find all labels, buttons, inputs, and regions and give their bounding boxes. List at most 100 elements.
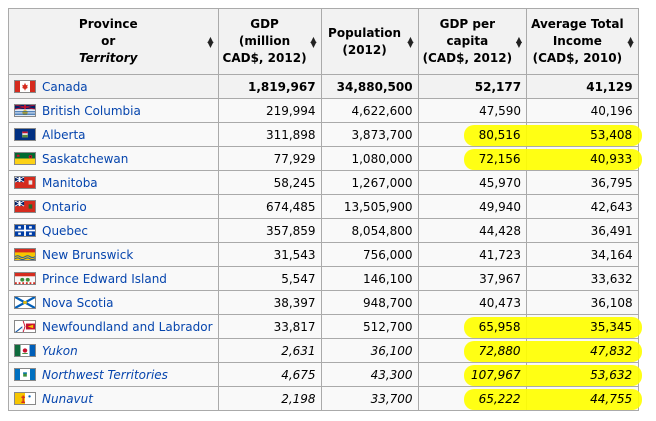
header-gdppc-line3: (CAD$, 2012) [422,51,513,65]
gdp-cell: 77,929 [217,146,322,171]
region-cell: Alberta [8,122,219,147]
flag-icon [14,103,36,117]
region-link[interactable]: Ontario [42,199,87,214]
average-income-cell: 36,108 [526,290,639,315]
average-income-cell: 41,129 [526,74,639,99]
sort-arrows-icon[interactable]: ▲ ▼ [407,35,414,49]
average-income-cell: 35,345 [526,314,639,339]
flag-icon [14,175,36,189]
gdp-per-capita-cell: 37,967 [417,266,528,291]
average-income-cell: 44,755 [526,386,639,411]
region-cell: Yukon [8,338,219,363]
gdp-cell: 58,245 [217,170,322,195]
flag-icon [14,271,36,285]
population-cell: 13,505,900 [320,194,419,219]
column-header-province[interactable]: Province or Territory ▲ ▼ [8,8,219,75]
gdp-cell: 33,817 [217,314,322,339]
gdp-cell: 5,547 [217,266,322,291]
gdp-per-capita-cell: 45,970 [417,170,528,195]
region-cell: Manitoba [8,170,219,195]
header-gdppc-line2: capita [446,34,489,48]
population-cell: 756,000 [320,242,419,267]
population-cell: 146,100 [320,266,419,291]
region-link[interactable]: Manitoba [42,175,98,190]
table-body: Canada 1,819,967 34,880,500 52,177 41,129 Bri… [8,74,639,411]
table-row: Ontario 674,485 13,505,900 49,940 42,643 [8,194,639,219]
column-header-gdp[interactable]: GDP (million CAD$, 2012) ▲ ▼ [217,8,322,75]
header-pop-line2: (2012) [342,42,387,57]
header-gdp-line1: GDP [250,17,279,31]
region-link[interactable]: Nova Scotia [42,295,114,310]
average-income-cell: 53,408 [526,122,639,147]
table-row: Nova Scotia 38,397 948,700 40,473 36,108 [8,290,639,315]
region-link[interactable]: Yukon [42,343,78,358]
region-link[interactable]: Saskatchewan [42,151,129,166]
region-cell: Prince Edward Island [8,266,219,291]
region-link[interactable]: New Brunswick [42,247,134,262]
table-row: Saskatchewan 77,929 1,080,000 72,156 40,933 [8,146,639,171]
gdp-per-capita-cell: 41,723 [417,242,528,267]
gdp-cell: 4,675 [217,362,322,387]
flag-icon [14,367,36,381]
flag-icon [14,151,36,165]
region-cell: Newfoundland and Labrador [8,314,219,339]
region-link[interactable]: Quebec [42,223,89,238]
gdp-per-capita-cell: 40,473 [417,290,528,315]
gdp-cell: 38,397 [217,290,322,315]
region-link[interactable]: British Columbia [42,103,141,118]
region-link[interactable]: Nunavut [42,391,93,406]
table-row: Nunavut 2,198 33,700 65,222 44,755 [8,386,639,411]
region-cell: Quebec [8,218,219,243]
gdp-per-capita-cell: 72,880 [417,338,528,363]
average-income-cell: 34,164 [526,242,639,267]
gdp-per-capita-cell: 49,940 [417,194,528,219]
table-row: Alberta 311,898 3,873,700 80,516 53,408 [8,122,639,147]
sort-arrows-icon[interactable]: ▲ ▼ [627,35,634,49]
region-link[interactable]: Alberta [42,127,86,142]
population-cell: 8,054,800 [320,218,419,243]
sort-arrows-icon[interactable]: ▲ ▼ [207,35,214,49]
region-cell: Saskatchewan [8,146,219,171]
gdp-per-capita-cell: 44,428 [417,218,528,243]
region-link[interactable]: Newfoundland and Labrador [42,319,213,334]
table-row: Quebec 357,859 8,054,800 44,428 36,491 [8,218,639,243]
average-income-cell: 53,632 [526,362,639,387]
flag-icon [14,247,36,261]
population-cell: 948,700 [320,290,419,315]
header-gdp-line2: (million [238,34,291,48]
region-link[interactable]: Northwest Territories [42,367,168,382]
column-header-average-income[interactable]: Average Total Income (CAD$, 2010) ▲ ▼ [526,8,639,75]
flag-icon [14,127,36,141]
header-territory-text: Territory [79,51,138,65]
average-income-cell: 40,196 [526,98,639,123]
gdp-per-capita-cell: 47,590 [417,98,528,123]
column-header-gdp-per-capita[interactable]: GDP per capita (CAD$, 2012) ▲ ▼ [417,8,528,75]
gdp-per-capita-cell: 80,516 [417,122,528,147]
population-cell: 3,873,700 [320,122,419,147]
table-row: Newfoundland and Labrador 33,817 512,700 65… [8,314,639,339]
sort-arrows-icon[interactable]: ▲ ▼ [310,35,317,49]
gdp-cell: 357,859 [217,218,322,243]
population-cell: 36,100 [320,338,419,363]
region-link[interactable]: Prince Edward Island [42,271,167,286]
gdp-cell: 1,819,967 [217,74,322,99]
region-cell: Nova Scotia [8,290,219,315]
column-header-population[interactable]: Population (2012) ▲ ▼ [320,8,419,75]
region-cell: New Brunswick [8,242,219,267]
header-province-text: Province [78,17,138,31]
population-cell: 43,300 [320,362,419,387]
average-income-cell: 47,832 [526,338,639,363]
gdp-cell: 2,631 [217,338,322,363]
average-income-cell: 36,491 [526,218,639,243]
sort-arrows-icon[interactable]: ▲ ▼ [515,35,523,49]
header-income-line1: Average Total [531,17,624,31]
flag-icon [14,295,36,309]
gdp-cell: 31,543 [217,242,322,267]
gdp-cell: 2,198 [217,386,322,411]
region-link[interactable]: Canada [42,79,88,94]
population-cell: 512,700 [320,314,419,339]
header-gdp-line3: CAD$, 2012) [222,51,307,65]
gdp-cell: 219,994 [217,98,322,123]
table-row: British Columbia 219,994 4,622,600 47,590 40… [8,98,639,123]
region-cell: Nunavut [8,386,219,411]
